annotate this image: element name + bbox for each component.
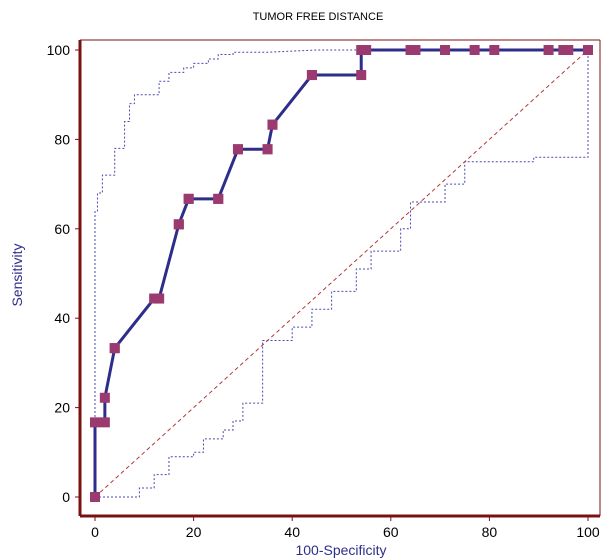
roc-point-marker <box>90 492 100 502</box>
y-axis-label: Sensitivity <box>9 243 25 306</box>
roc-point-marker <box>306 70 317 81</box>
roc-point-marker <box>356 70 367 81</box>
x-tick-label-3: 60 <box>383 524 399 540</box>
roc-point-marker <box>173 219 184 230</box>
roc-point-marker <box>361 45 372 55</box>
x-axis-label: 100-Specificity <box>295 542 386 558</box>
roc-point-marker <box>440 45 451 55</box>
y-tick-label-2: 40 <box>54 310 70 326</box>
roc-point-marker <box>563 45 574 55</box>
roc-point-marker <box>99 392 110 403</box>
y-tick-label-4: 80 <box>54 131 70 147</box>
roc-point-marker <box>410 45 421 55</box>
roc-point-marker <box>469 45 480 55</box>
y-tick-label-5: 100 <box>47 42 71 58</box>
roc-point-marker <box>262 144 273 155</box>
roc-point-marker <box>543 45 554 55</box>
x-tick-label-0: 0 <box>91 524 99 540</box>
roc-point-marker <box>583 45 593 55</box>
axis-ticks: 0 20 40 60 80 100 0 20 40 60 80 100 <box>47 42 600 540</box>
roc-point-marker <box>489 45 500 55</box>
roc-point-marker <box>183 193 194 204</box>
roc-point-marker <box>267 119 278 130</box>
roc-point-marker <box>154 293 165 304</box>
x-tick-label-5: 100 <box>576 524 600 540</box>
roc-point-marker <box>99 417 110 428</box>
upper-confidence-line <box>94 49 588 497</box>
chart-title: TUMOR FREE DISTANCE <box>253 11 384 23</box>
x-tick-label-4: 80 <box>482 524 498 540</box>
x-tick-label-1: 20 <box>186 524 202 540</box>
plot-area <box>80 40 600 516</box>
y-tick-label-0: 0 <box>62 489 70 505</box>
y-tick-label-3: 60 <box>54 221 70 237</box>
roc-point-marker <box>232 144 243 155</box>
x-tick-label-2: 40 <box>284 524 300 540</box>
y-tick-label-1: 20 <box>54 400 70 416</box>
roc-point-marker <box>109 343 120 354</box>
series-layer <box>90 45 593 502</box>
diagonal-reference-line <box>94 49 589 498</box>
roc-point-marker <box>213 193 224 204</box>
roc-point-marker <box>90 417 100 428</box>
